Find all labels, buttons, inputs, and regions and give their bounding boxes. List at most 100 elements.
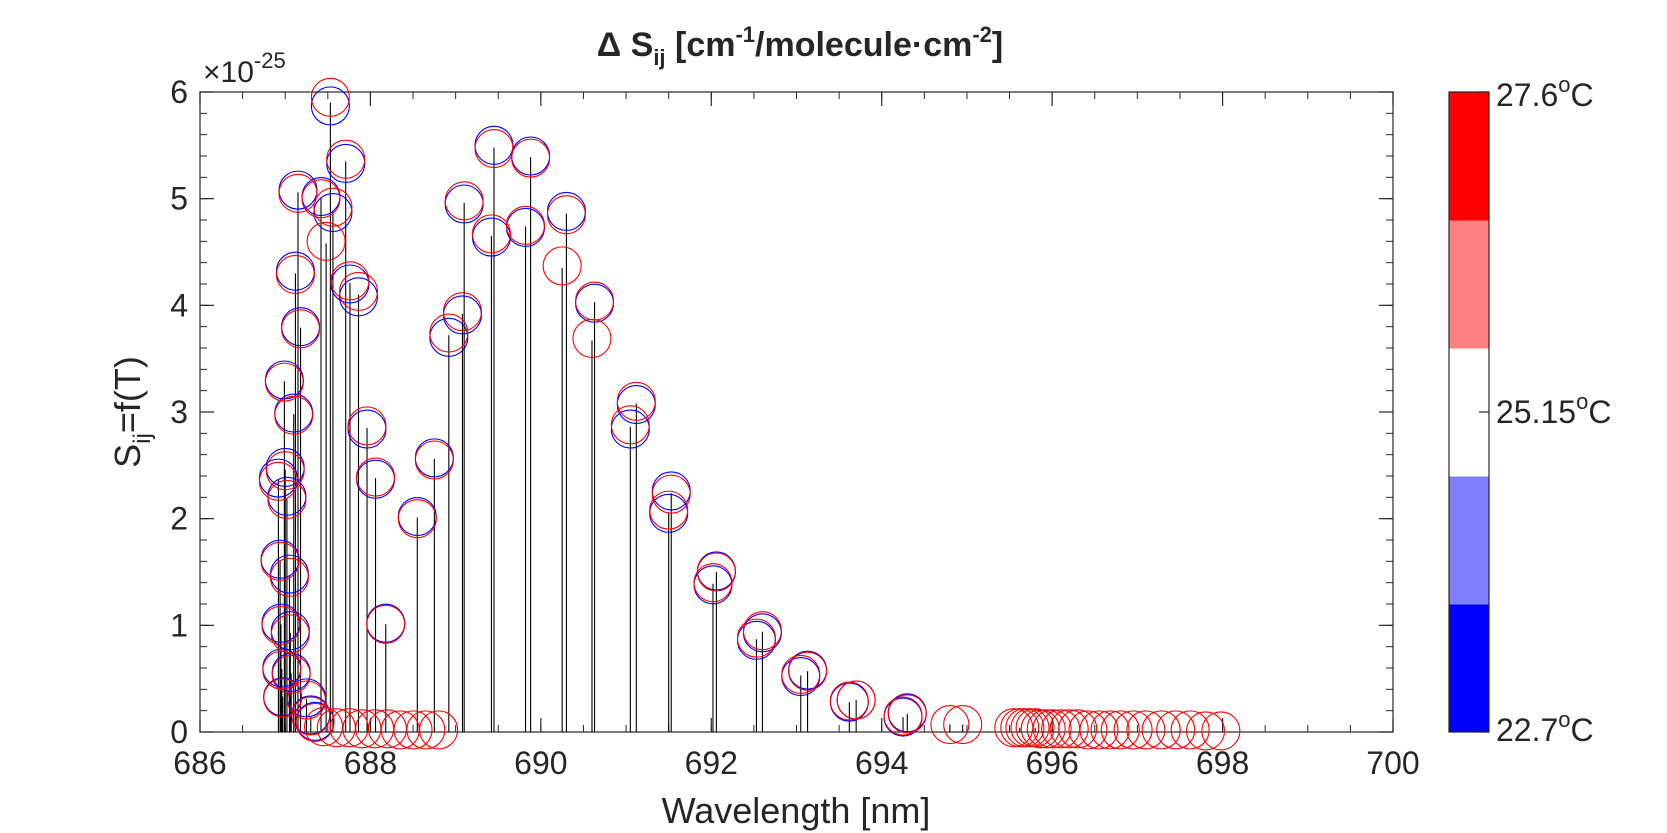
- marker-circle: [1201, 711, 1241, 751]
- marker-circle: [295, 702, 335, 742]
- marker-circle: [1185, 711, 1226, 751]
- marker-circle: [742, 611, 782, 651]
- marker-circle: [278, 173, 318, 213]
- y-tick-label: 5: [170, 181, 188, 217]
- colorbar-label-mid: 25.15oC: [1496, 389, 1611, 430]
- y-tick-label: 1: [170, 607, 188, 643]
- marker-circle: [444, 181, 484, 221]
- marker-circle: [542, 246, 582, 286]
- marker-circle: [511, 138, 551, 178]
- marker-circle: [271, 654, 311, 694]
- marker-circle: [291, 696, 331, 736]
- marker-circle: [419, 710, 459, 750]
- marker-circle: [347, 406, 387, 446]
- colorbar-label-top: 27.6oC: [1496, 72, 1594, 113]
- marker-circle: [310, 77, 350, 117]
- x-tick-label: 688: [344, 745, 397, 781]
- marker-circle: [310, 86, 350, 126]
- marker-circle: [883, 696, 923, 736]
- marker-circle: [301, 179, 341, 219]
- marker-circle: [274, 395, 314, 435]
- marker-circle: [1032, 709, 1072, 749]
- marker-circle: [267, 479, 307, 520]
- marker-circle: [1010, 708, 1050, 748]
- y-tick-label: 0: [170, 714, 188, 750]
- y-tick-labels: 0 1 2 3 4 5 6: [170, 74, 188, 750]
- marker-circle: [1141, 710, 1181, 750]
- marker-circle: [1005, 708, 1045, 748]
- x-axis-label: Wavelength [nm]: [662, 790, 931, 831]
- marker-circle: [1090, 710, 1130, 750]
- marker-circle: [393, 710, 433, 750]
- marker-circle: [1049, 709, 1089, 749]
- marker-circle: [1026, 709, 1066, 749]
- marker-circle: [1156, 710, 1196, 750]
- plot-area: [199, 91, 1394, 733]
- colorbar-segment: [1449, 220, 1489, 349]
- marker-circle: [505, 205, 546, 245]
- marker-circle: [788, 651, 828, 691]
- marker-circle: [429, 313, 469, 353]
- marker-circle: [313, 192, 353, 233]
- marker-circle: [943, 704, 983, 745]
- marker-circle: [1113, 710, 1153, 750]
- marker-circle: [355, 457, 396, 497]
- marker-circle: [474, 128, 514, 169]
- y-axis-exponent: ×10-25: [203, 48, 286, 89]
- marker-circle: [1126, 710, 1166, 750]
- marker-circle: [651, 474, 691, 514]
- colorbar-segment: [1449, 604, 1489, 733]
- marker-circle: [696, 552, 736, 592]
- marker-circle: [887, 694, 927, 734]
- marker-circle: [338, 271, 379, 312]
- x-tick-label: 696: [1025, 745, 1078, 781]
- marker-circle: [406, 710, 446, 750]
- x-tick-label: 692: [685, 745, 738, 781]
- colorbar-label-bottom: 22.7oC: [1496, 707, 1594, 748]
- marker-circle: [836, 680, 876, 720]
- y-tick-label: 4: [170, 287, 188, 323]
- marker-circle: [258, 461, 298, 501]
- marker-circle: [261, 605, 301, 645]
- marker-circle: [326, 139, 366, 179]
- marker-circle: [610, 405, 650, 445]
- x-tick-label: 694: [855, 745, 908, 781]
- marker-circle: [1058, 709, 1098, 749]
- marker-circle: [442, 292, 483, 332]
- y-tick-label: 2: [170, 501, 188, 537]
- marker-circle: [1079, 710, 1119, 750]
- marker-circle: [414, 440, 454, 480]
- colorbar-segment: [1449, 92, 1489, 221]
- colorbar-segment: [1449, 476, 1489, 605]
- axis-ticks: [199, 91, 1394, 733]
- marker-circle: [265, 451, 305, 491]
- marker-circle: [649, 490, 689, 530]
- chart-title: Δ Sij [cm-1/molecule·cm-2]: [597, 22, 1003, 70]
- marker-circle: [270, 614, 310, 654]
- marker-circle: [263, 678, 303, 718]
- marker-circle: [546, 195, 586, 235]
- marker-circle: [366, 604, 406, 644]
- y-axis-label: Sij=f(T): [107, 356, 156, 468]
- x-tick-labels: 686 688 690 692 694 696 698 700: [173, 745, 1419, 781]
- x-tick-label: 698: [1196, 745, 1249, 781]
- marker-circle: [275, 254, 315, 294]
- marker-circle: [1100, 710, 1140, 750]
- marker-circle: [281, 309, 321, 349]
- markers: [258, 77, 1241, 751]
- y-tick-label: 6: [170, 74, 188, 110]
- marker-circle: [330, 261, 370, 301]
- colorbar: [1448, 91, 1490, 733]
- x-tick-label: 690: [514, 745, 567, 781]
- marker-circle: [781, 654, 821, 694]
- marker-circle: [930, 704, 970, 745]
- x-tick-label: 700: [1366, 745, 1419, 781]
- marker-circle: [397, 499, 437, 539]
- marker-circle: [264, 362, 304, 402]
- marker-circle: [269, 557, 310, 597]
- marker-circle: [471, 214, 511, 254]
- marker-circle: [616, 381, 656, 421]
- marker-circle: [1170, 710, 1210, 750]
- marker-circle: [313, 187, 353, 227]
